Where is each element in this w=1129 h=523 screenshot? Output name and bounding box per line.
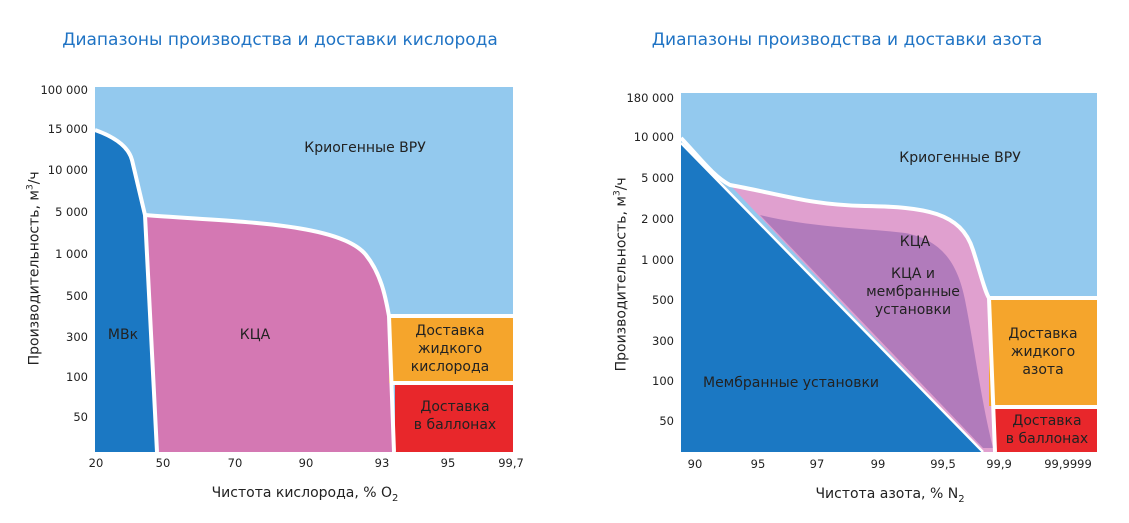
x-tick-label: 90	[298, 456, 314, 470]
region-liquid-delivery	[389, 316, 513, 383]
y-tick-label: 5 000	[55, 205, 88, 219]
y-tick-label: 500	[66, 289, 88, 303]
x-tick-label: 99	[870, 457, 886, 471]
x-tick-label: 70	[227, 456, 243, 470]
nitrogen-chart-panel: Диапазоны производства и доставки азота …	[565, 0, 1129, 523]
region-kca	[145, 215, 394, 452]
chart-title: Диапазоны производства и доставки кислор…	[62, 30, 498, 50]
x-axis-label: Чистота кислорода, % O2	[211, 485, 399, 504]
x-tick-label: 90	[687, 457, 703, 471]
region-liquid-delivery	[989, 298, 1097, 406]
x-axis-label: Чистота азота, % N2	[815, 486, 965, 505]
region-label-cylinders: Доставка в баллонах	[1005, 413, 1089, 447]
y-tick-label: 50	[73, 410, 88, 424]
y-tick-label: 15 000	[47, 122, 88, 136]
x-tick-label: 93	[374, 456, 390, 470]
region-label-membrane: Мембранные установки	[702, 375, 880, 391]
region-label-liquid: Доставка жидкого азота	[1008, 326, 1078, 378]
region-label-liquid: Доставка жидкого кислорода	[410, 323, 490, 375]
y-tick-label: 300	[66, 330, 88, 344]
y-tick-label: 50	[659, 414, 674, 428]
x-tick-label: 99,9	[986, 457, 1012, 471]
oxygen-chart-panel: Диапазоны производства и доставки кислор…	[0, 0, 560, 523]
oxygen-chart-plot	[94, 87, 513, 453]
y-tick-label: 100	[66, 370, 88, 384]
nitrogen-chart-plot	[679, 93, 1097, 453]
y-tick-label: 1 000	[55, 247, 88, 261]
x-tick-label: 50	[155, 456, 171, 470]
y-tick-label: 2 000	[641, 212, 674, 226]
y-axis-label: Производительность, м3/ч	[612, 177, 630, 372]
x-tick-label: 99,7	[498, 456, 524, 470]
region-label-cryogenic: Криогенные ВРУ	[304, 140, 426, 156]
region-label-mvk: МВк	[107, 327, 139, 343]
region-label-cryogenic: Криогенные ВРУ	[899, 150, 1021, 166]
y-tick-label: 180 000	[626, 91, 674, 105]
y-tick-label: 5 000	[641, 171, 674, 185]
x-tick-label: 95	[750, 457, 766, 471]
x-tick-label: 97	[809, 457, 825, 471]
region-label-kca: КЦА	[239, 327, 271, 343]
region-mvk	[95, 130, 157, 452]
region-label-kca: КЦА	[899, 234, 931, 250]
y-tick-label: 500	[652, 293, 674, 307]
region-cylinder-delivery	[995, 408, 1097, 452]
region-cylinder-delivery	[395, 384, 513, 452]
x-tick-label: 99,9999	[1044, 457, 1092, 471]
x-tick-label: 99,5	[930, 457, 956, 471]
x-tick-label: 95	[440, 456, 456, 470]
region-kca-membrane	[760, 215, 993, 448]
y-tick-label: 1 000	[641, 253, 674, 267]
y-tick-label: 100	[652, 374, 674, 388]
x-tick-label: 20	[88, 456, 104, 470]
chart-title: Диапазоны производства и доставки азота	[651, 30, 1043, 50]
y-tick-label: 10 000	[633, 130, 674, 144]
y-axis-label: Производительность, м3/ч	[25, 171, 43, 366]
y-tick-label: 100 000	[40, 83, 88, 97]
y-tick-label: 10 000	[47, 163, 88, 177]
y-tick-label: 300	[652, 334, 674, 348]
region-label-kca-membrane: КЦА и мембранные установки	[866, 266, 960, 318]
region-label-cylinders: Доставка в баллонах	[413, 399, 497, 433]
